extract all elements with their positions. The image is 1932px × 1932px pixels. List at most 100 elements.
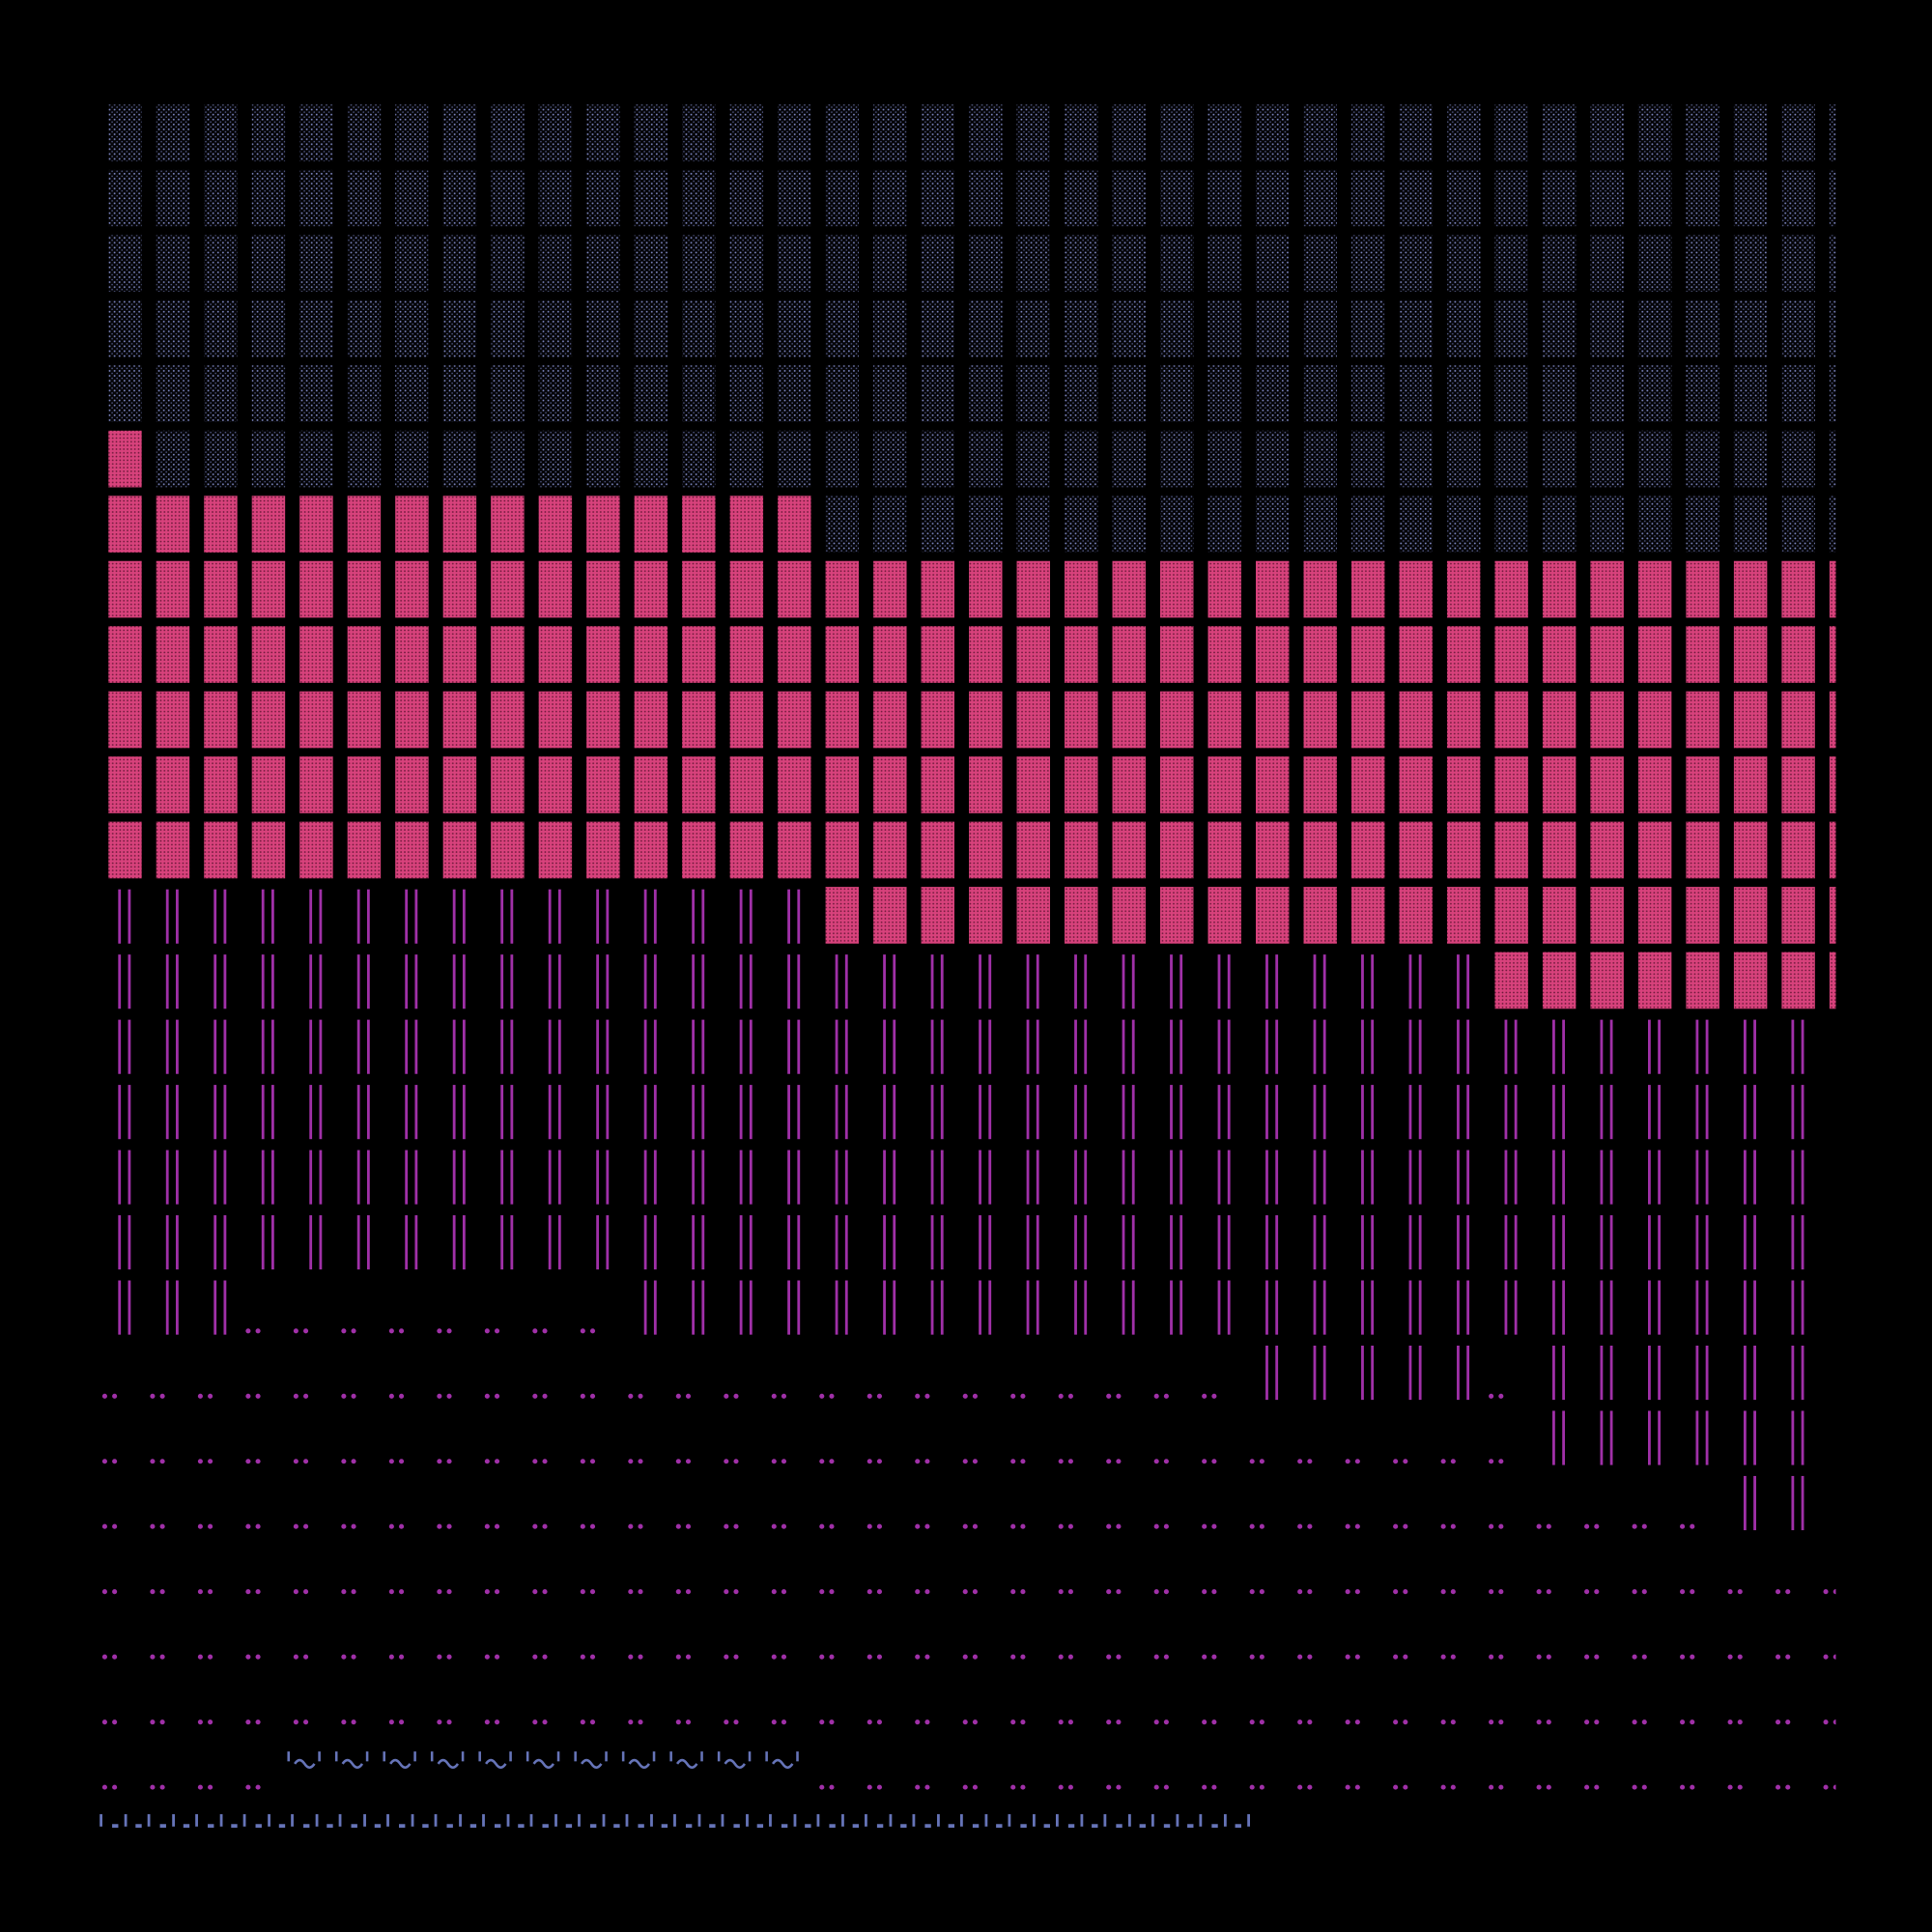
dot-glyph — [962, 1523, 968, 1529]
dot-glyph — [1058, 1719, 1064, 1725]
dotted-cell — [1446, 235, 1481, 293]
dot-glyph — [628, 1523, 634, 1529]
pink-cell — [1256, 756, 1290, 813]
pink-cell — [395, 560, 429, 618]
pink-cell — [1590, 952, 1624, 1009]
dot-glyph — [580, 1523, 585, 1529]
dot-glyph — [245, 1654, 251, 1660]
dot-glyph — [724, 1719, 729, 1725]
dot-glyph — [159, 1654, 165, 1660]
dot-glyph — [1106, 1459, 1112, 1464]
dot-glyph — [1632, 1589, 1637, 1595]
dot-glyph — [915, 1784, 921, 1790]
pink-cell — [1016, 691, 1050, 749]
pink-cell — [299, 821, 333, 879]
dot-glyph — [589, 1719, 596, 1725]
pink-cell — [1542, 952, 1577, 1009]
dot-glyph — [962, 1393, 968, 1399]
dot-glyph — [101, 1784, 107, 1790]
dotted-cell — [682, 365, 716, 422]
dot-glyph — [1116, 1784, 1122, 1790]
dotted-cell — [1829, 299, 1836, 357]
dotted-cell — [538, 235, 573, 293]
pink-cell — [204, 496, 238, 553]
dot-glyph — [399, 1328, 405, 1334]
dot-glyph — [685, 1719, 692, 1725]
dot-glyph — [159, 1589, 165, 1595]
dot-glyph — [1498, 1654, 1504, 1660]
dot-glyph — [484, 1393, 490, 1399]
dot-glyph — [1202, 1459, 1208, 1464]
dot-glyph — [1249, 1523, 1255, 1529]
dot-glyph — [1202, 1654, 1208, 1660]
pink-cell — [1065, 560, 1098, 618]
dotted-cell — [491, 430, 525, 488]
dotted-cell — [538, 169, 573, 227]
pink-cell — [1065, 626, 1098, 683]
dot-glyph — [1249, 1654, 1255, 1660]
dot-glyph — [1584, 1654, 1590, 1660]
dotted-cell — [682, 169, 716, 227]
dot-glyph — [1641, 1589, 1647, 1595]
dotted-cell — [395, 365, 429, 422]
dot-glyph — [1259, 1784, 1264, 1790]
dot-glyph — [1737, 1589, 1743, 1595]
dotted-cell — [921, 430, 955, 488]
dotted-cell — [969, 104, 1003, 162]
dotted-cell — [1350, 365, 1385, 422]
pink-cell — [1208, 691, 1241, 749]
dot-glyph — [1307, 1523, 1313, 1529]
dot-glyph — [589, 1328, 596, 1334]
dot-glyph — [542, 1459, 548, 1464]
dot-glyph — [150, 1589, 156, 1595]
pink-cell — [873, 560, 907, 618]
dotted-cell — [1494, 169, 1528, 227]
dot-glyph — [159, 1393, 165, 1399]
dot-glyph — [972, 1589, 978, 1595]
pink-cell — [1686, 821, 1719, 879]
dot-glyph — [1489, 1459, 1494, 1464]
dotted-cell — [1399, 365, 1433, 422]
dot-glyph — [972, 1523, 978, 1529]
pink-cell — [204, 560, 238, 618]
dotted-cell — [1686, 430, 1719, 488]
dot-glyph — [638, 1393, 643, 1399]
dot-glyph — [341, 1719, 347, 1725]
pink-cell — [1065, 691, 1098, 749]
dot-glyph — [876, 1824, 884, 1829]
dotted-cell — [204, 430, 238, 488]
dot-glyph — [1632, 1719, 1637, 1725]
pink-cell — [1399, 756, 1433, 813]
pink-cell — [825, 560, 860, 618]
dotted-cell — [1446, 496, 1481, 553]
dotted-cell — [1256, 365, 1290, 422]
dotted-cell — [442, 365, 477, 422]
dot-glyph — [494, 1654, 500, 1660]
pink-cell — [538, 756, 573, 813]
pink-cell — [1542, 821, 1577, 879]
dotted-cell — [778, 299, 811, 357]
dotted-cell — [442, 104, 477, 162]
pink-cell — [251, 691, 286, 749]
pink-cell — [1446, 626, 1481, 683]
dot-glyph — [101, 1459, 107, 1464]
dot-glyph — [341, 1328, 347, 1334]
pink-cell — [1065, 887, 1098, 944]
dot-glyph — [972, 1459, 978, 1464]
dot-glyph — [293, 1459, 298, 1464]
dot-glyph — [150, 1393, 156, 1399]
dotted-cell — [204, 365, 238, 422]
pink-cell — [442, 560, 477, 618]
dotted-cell — [538, 430, 573, 488]
dot-glyph — [1106, 1523, 1112, 1529]
dot-glyph — [1297, 1459, 1303, 1464]
dotted-cell — [347, 169, 382, 227]
dot-glyph — [915, 1393, 921, 1399]
dotted-cell — [969, 299, 1003, 357]
dot-glyph — [781, 1523, 787, 1529]
dot-glyph — [101, 1589, 107, 1595]
pink-cell — [778, 560, 811, 618]
dot-glyph — [1067, 1784, 1073, 1790]
dot-glyph — [1211, 1654, 1217, 1660]
dotted-cell — [1160, 430, 1194, 488]
